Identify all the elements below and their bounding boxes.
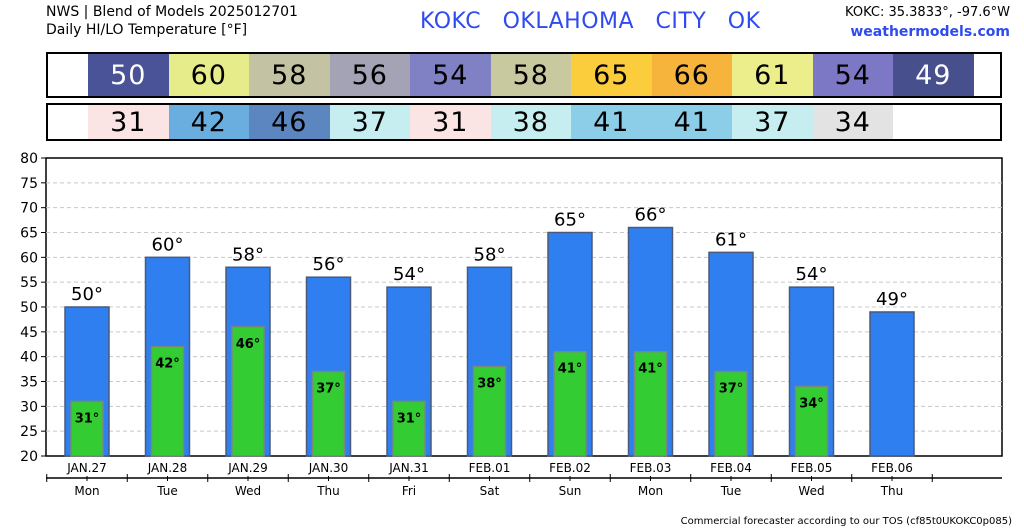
low-value-label: 41° [638, 362, 663, 377]
weekday-label: Wed [235, 484, 261, 498]
weekday-label: Sat [480, 484, 500, 498]
high-bar [869, 311, 915, 457]
hi-cell: 60 [168, 54, 249, 96]
weekday-label: Mon [638, 484, 663, 498]
y-tick-label: 20 [20, 449, 38, 465]
lo-cell: 37 [329, 105, 410, 139]
date-label: FEB.03 [630, 461, 672, 475]
y-tick-label: 80 [20, 151, 38, 167]
low-bar [392, 400, 426, 457]
lo-cell: 37 [732, 105, 813, 139]
date-label: JAN.31 [388, 461, 429, 475]
high-value-label: 61° [715, 229, 747, 250]
weekday-label: Thu [316, 484, 340, 498]
date-label: FEB.05 [791, 461, 833, 475]
y-tick-label: 35 [20, 375, 38, 391]
hi-cell: 54 [812, 54, 893, 96]
low-bar [714, 370, 748, 457]
high-value-label: 58° [474, 244, 506, 265]
weekday-label: Mon [74, 484, 99, 498]
hi-cell: 58 [490, 54, 571, 96]
low-value-label: 46° [236, 337, 261, 352]
variable-title: Daily HI/LO Temperature [°F] [46, 22, 248, 38]
date-label: JAN.28 [147, 461, 188, 475]
low-temperature-strip: 31 42 46 37 31 38 41 41 37 34 [46, 103, 1002, 141]
low-bar [553, 350, 587, 457]
footer-note: Commercial forecaster according to our T… [680, 516, 1012, 527]
y-tick-label: 25 [20, 424, 38, 440]
low-bar [472, 365, 507, 457]
y-tick-label: 30 [20, 399, 38, 415]
low-value-label: 37° [316, 382, 341, 397]
high-value-label: 54° [393, 264, 425, 285]
lo-cell: 41 [571, 105, 652, 139]
lo-cell: 46 [249, 105, 330, 139]
high-value-label: 49° [876, 289, 908, 310]
y-tick-label: 65 [20, 226, 38, 242]
lo-cell: 38 [490, 105, 571, 139]
weekday-label: Tue [156, 484, 178, 498]
high-value-label: 56° [313, 254, 345, 275]
hi-cell: 66 [651, 54, 732, 96]
low-bar [794, 385, 829, 457]
weekday-label: Thu [880, 484, 904, 498]
station-coordinates: KOKC: 35.3833°, -97.6°W [845, 5, 1010, 20]
high-temperature-strip: 50 60 58 56 54 58 65 66 61 54 49 [46, 52, 1002, 98]
date-label: JAN.29 [227, 461, 268, 475]
y-tick-label: 55 [20, 275, 38, 291]
model-run-title: NWS | Blend of Models 2025012701 [46, 4, 298, 20]
high-value-label: 60° [152, 234, 184, 255]
high-value-label: 65° [554, 210, 586, 231]
hi-cell: 58 [249, 54, 330, 96]
y-tick-label: 70 [20, 201, 38, 217]
low-bar [311, 370, 346, 457]
weekday-label: Tue [720, 484, 742, 498]
high-value-label: 66° [635, 205, 667, 226]
y-tick-label: 50 [20, 300, 38, 316]
y-tick-label: 75 [20, 176, 38, 192]
low-bar [150, 345, 185, 457]
station-title: KOKC OKLAHOMA CITY OK [420, 9, 761, 34]
site-link[interactable]: weathermodels.com [850, 24, 1010, 40]
hi-cell: 54 [410, 54, 491, 96]
high-value-label: 58° [232, 244, 264, 265]
lo-cell: 42 [168, 105, 249, 139]
weekday-label: Sun [559, 484, 582, 498]
weekday-label: Fri [402, 484, 416, 498]
hi-cell: 56 [329, 54, 410, 96]
low-value-label: 41° [558, 362, 583, 377]
hi-cell: 50 [88, 54, 169, 96]
low-bar [633, 350, 668, 457]
date-label: JAN.27 [66, 461, 107, 475]
high-value-label: 50° [71, 284, 103, 305]
lo-cell: 34 [812, 105, 893, 139]
high-value-label: 54° [796, 264, 828, 285]
lo-cell: 31 [88, 105, 169, 139]
low-bar [70, 400, 104, 457]
date-label: FEB.02 [549, 461, 591, 475]
low-value-label: 31° [75, 411, 100, 426]
low-value-label: 38° [477, 377, 502, 392]
lo-cell: 31 [410, 105, 491, 139]
low-value-label: 42° [155, 357, 180, 372]
low-value-label: 31° [397, 411, 422, 426]
y-tick-label: 45 [20, 325, 38, 341]
hi-cell: 61 [732, 54, 813, 96]
low-bar [231, 326, 265, 457]
date-label: JAN.30 [308, 461, 349, 475]
low-value-label: 34° [799, 396, 824, 411]
date-label: FEB.06 [871, 461, 913, 475]
weekday-label: Wed [798, 484, 824, 498]
hi-cell: 49 [893, 54, 974, 96]
hi-cell: 65 [571, 54, 652, 96]
date-label: FEB.04 [710, 461, 752, 475]
y-tick-label: 60 [20, 250, 38, 266]
date-label: FEB.01 [469, 461, 511, 475]
lo-cell: 41 [651, 105, 732, 139]
y-tick-label: 40 [20, 350, 38, 366]
low-value-label: 37° [719, 382, 744, 397]
